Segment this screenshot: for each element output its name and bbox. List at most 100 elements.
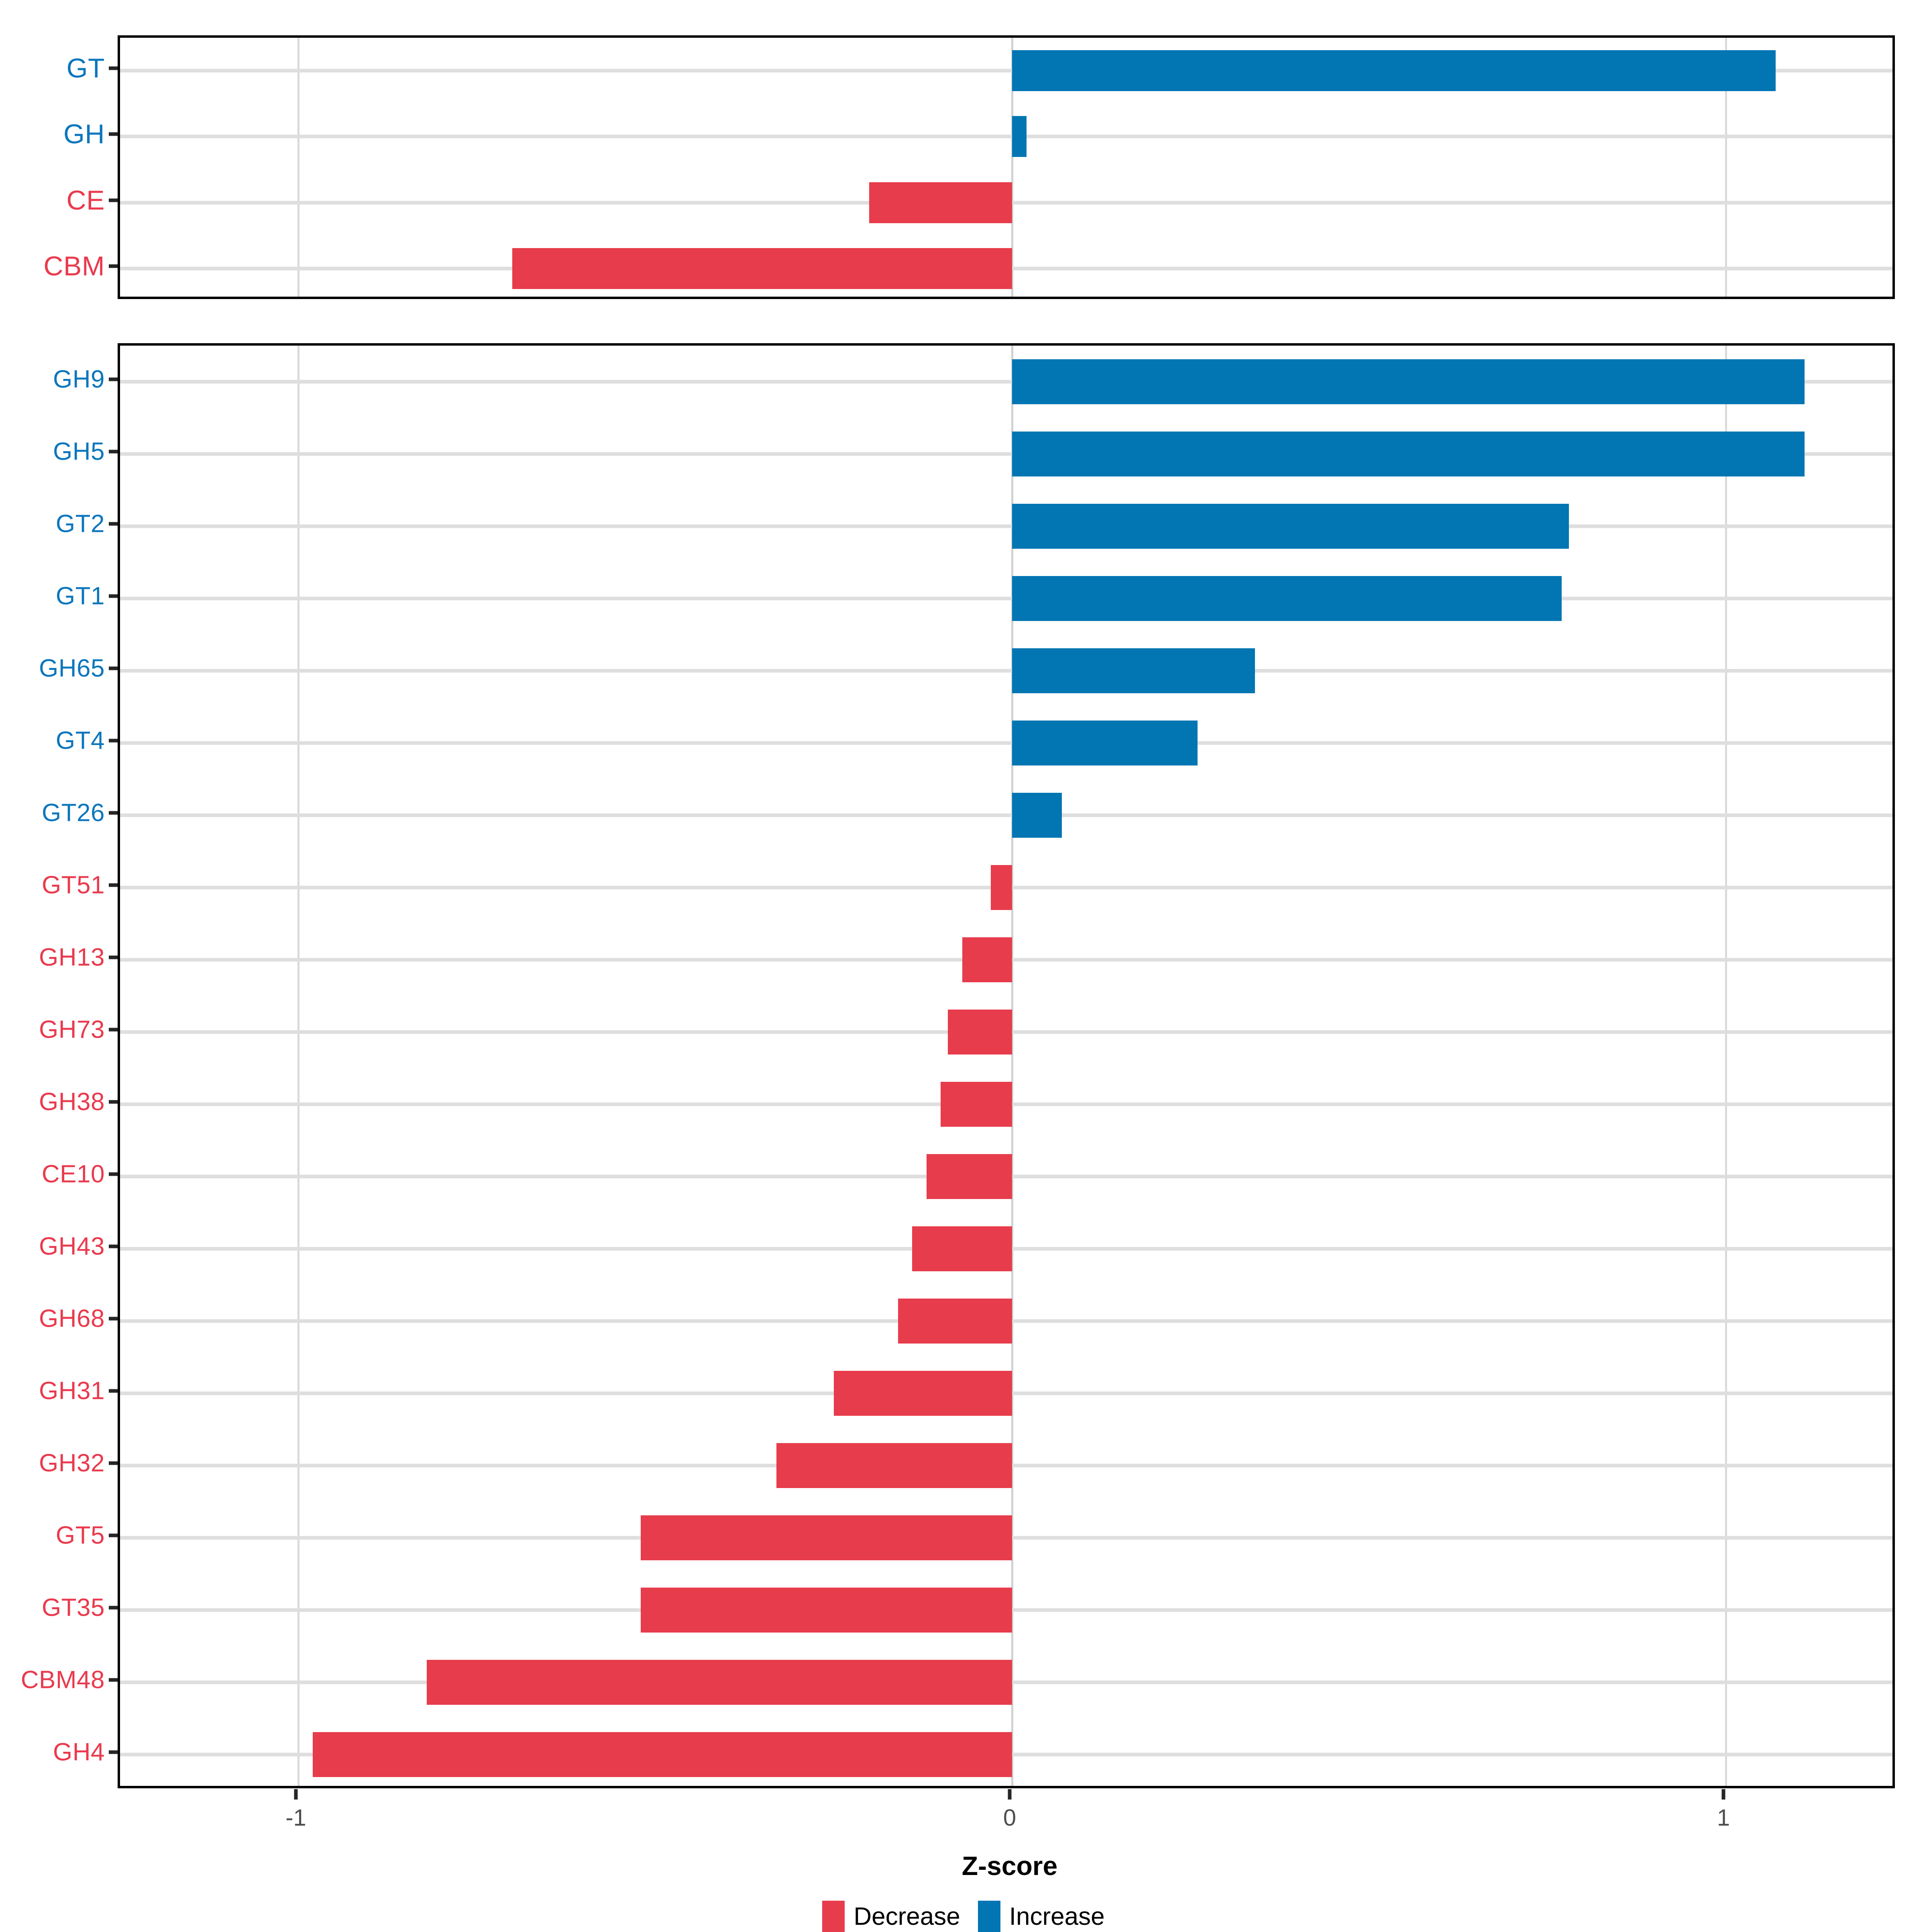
y-axis-label-CBM48: CBM48 xyxy=(20,1666,105,1694)
bar-GT[interactable] xyxy=(1012,50,1776,92)
bar-GT5[interactable] xyxy=(641,1515,1012,1560)
x-tick-mark xyxy=(294,1789,298,1800)
y-axis-label-GT2: GT2 xyxy=(55,510,105,538)
y-axis-label-GT5: GT5 xyxy=(55,1521,105,1549)
legend-label-decrease: Decrease xyxy=(854,1902,960,1930)
x-gridline-neg1 xyxy=(297,38,299,297)
bar-GH32[interactable] xyxy=(776,1443,1012,1488)
y-tick-mark xyxy=(109,1678,118,1682)
y-axis-label-GH65: GH65 xyxy=(39,654,105,682)
y-gridline xyxy=(120,741,1892,745)
y-tick-mark xyxy=(109,666,118,670)
x-tick-label: -1 xyxy=(285,1805,306,1831)
bar-GT35[interactable] xyxy=(641,1588,1012,1633)
y-tick-mark xyxy=(109,198,118,202)
y-axis-label-GH13: GH13 xyxy=(39,943,105,971)
bottom-panel-inner xyxy=(120,346,1892,1786)
y-tick-mark xyxy=(109,739,118,743)
bar-GT2[interactable] xyxy=(1012,504,1569,549)
x-tick-label: 0 xyxy=(1003,1805,1016,1831)
top-panel-plot-area xyxy=(118,35,1895,299)
y-tick-mark xyxy=(109,132,118,136)
y-tick-mark xyxy=(109,1606,118,1610)
y-axis-label-GH31: GH31 xyxy=(39,1377,105,1405)
bar-GH68[interactable] xyxy=(898,1299,1012,1344)
bar-GH9[interactable] xyxy=(1012,359,1805,404)
y-gridline xyxy=(120,452,1892,456)
bar-GH43[interactable] xyxy=(912,1226,1012,1271)
bar-GH[interactable] xyxy=(1012,116,1027,157)
y-axis-label-GH73: GH73 xyxy=(39,1016,105,1044)
y-gridline xyxy=(120,134,1892,138)
y-tick-mark xyxy=(109,1028,118,1032)
bar-GH65[interactable] xyxy=(1012,648,1255,693)
bar-GH38[interactable] xyxy=(941,1082,1012,1127)
y-axis-label-CBM: CBM xyxy=(43,250,105,281)
legend-item-decrease[interactable]: Decrease xyxy=(822,1901,960,1932)
y-axis-label-GH32: GH32 xyxy=(39,1449,105,1477)
y-axis-label-GH5: GH5 xyxy=(53,438,105,466)
legend: Decrease Increase xyxy=(0,1901,1927,1932)
y-tick-mark xyxy=(109,1172,118,1176)
bar-GH73[interactable] xyxy=(947,1010,1012,1055)
y-tick-mark xyxy=(109,264,118,268)
bar-CBM48[interactable] xyxy=(427,1660,1012,1705)
x-gridline-zero xyxy=(1011,346,1013,1786)
y-tick-mark xyxy=(109,883,118,887)
y-gridline xyxy=(120,813,1892,817)
y-gridline xyxy=(120,524,1892,528)
y-tick-mark xyxy=(109,1244,118,1248)
legend-swatch-decrease-icon xyxy=(822,1901,845,1932)
bar-GT26[interactable] xyxy=(1012,793,1062,838)
bar-GT4[interactable] xyxy=(1012,721,1198,765)
bar-GH31[interactable] xyxy=(833,1371,1012,1416)
y-tick-mark xyxy=(109,377,118,381)
bar-GT1[interactable] xyxy=(1012,576,1562,621)
y-axis-label-GT: GT xyxy=(66,53,105,84)
y-axis-label-GH9: GH9 xyxy=(53,365,105,393)
y-tick-mark xyxy=(109,594,118,598)
y-tick-mark xyxy=(109,1461,118,1465)
x-gridline-neg1 xyxy=(297,346,299,1786)
y-axis-label-GH4: GH4 xyxy=(53,1738,105,1766)
y-gridline xyxy=(120,380,1892,384)
bar-GH13[interactable] xyxy=(962,937,1012,982)
x-tick-mark xyxy=(1721,1789,1725,1800)
y-axis-label-GT26: GT26 xyxy=(41,799,105,827)
y-tick-mark xyxy=(109,1317,118,1321)
y-gridline xyxy=(120,596,1892,601)
bar-GT51[interactable] xyxy=(990,865,1012,910)
y-axis-label-GT1: GT1 xyxy=(55,582,105,610)
y-tick-mark xyxy=(109,811,118,815)
bottom-panel-plot-area xyxy=(118,343,1895,1788)
x-gridline-pos1 xyxy=(1725,346,1727,1786)
bar-CE10[interactable] xyxy=(926,1154,1012,1199)
bar-GH5[interactable] xyxy=(1012,432,1805,476)
y-tick-mark xyxy=(109,1389,118,1393)
bar-CE[interactable] xyxy=(869,182,1012,223)
y-tick-mark xyxy=(109,1750,118,1754)
legend-swatch-increase-icon xyxy=(978,1901,1000,1932)
x-gridline-pos1 xyxy=(1725,38,1727,297)
legend-label-increase: Increase xyxy=(1009,1902,1105,1930)
y-axis-label-GT4: GT4 xyxy=(55,727,105,755)
y-tick-mark xyxy=(109,1533,118,1537)
y-tick-mark xyxy=(109,66,118,70)
y-tick-mark xyxy=(109,450,118,454)
y-gridline xyxy=(120,69,1892,73)
x-gridline-zero xyxy=(1011,38,1013,297)
y-gridline xyxy=(120,669,1892,673)
y-tick-mark xyxy=(109,522,118,526)
y-axis-label-GH43: GH43 xyxy=(39,1232,105,1260)
y-tick-mark xyxy=(109,955,118,959)
bar-CBM[interactable] xyxy=(512,248,1012,289)
y-axis-label-GT51: GT51 xyxy=(41,871,105,899)
x-axis-title: Z-score xyxy=(961,1851,1058,1881)
bar-GH4[interactable] xyxy=(312,1732,1012,1777)
y-axis-label-CE: CE xyxy=(66,185,105,216)
y-tick-mark xyxy=(109,1100,118,1104)
legend-item-increase[interactable]: Increase xyxy=(978,1901,1105,1932)
y-axis-label-GH38: GH38 xyxy=(39,1088,105,1116)
y-axis-label-GH: GH xyxy=(63,119,105,150)
